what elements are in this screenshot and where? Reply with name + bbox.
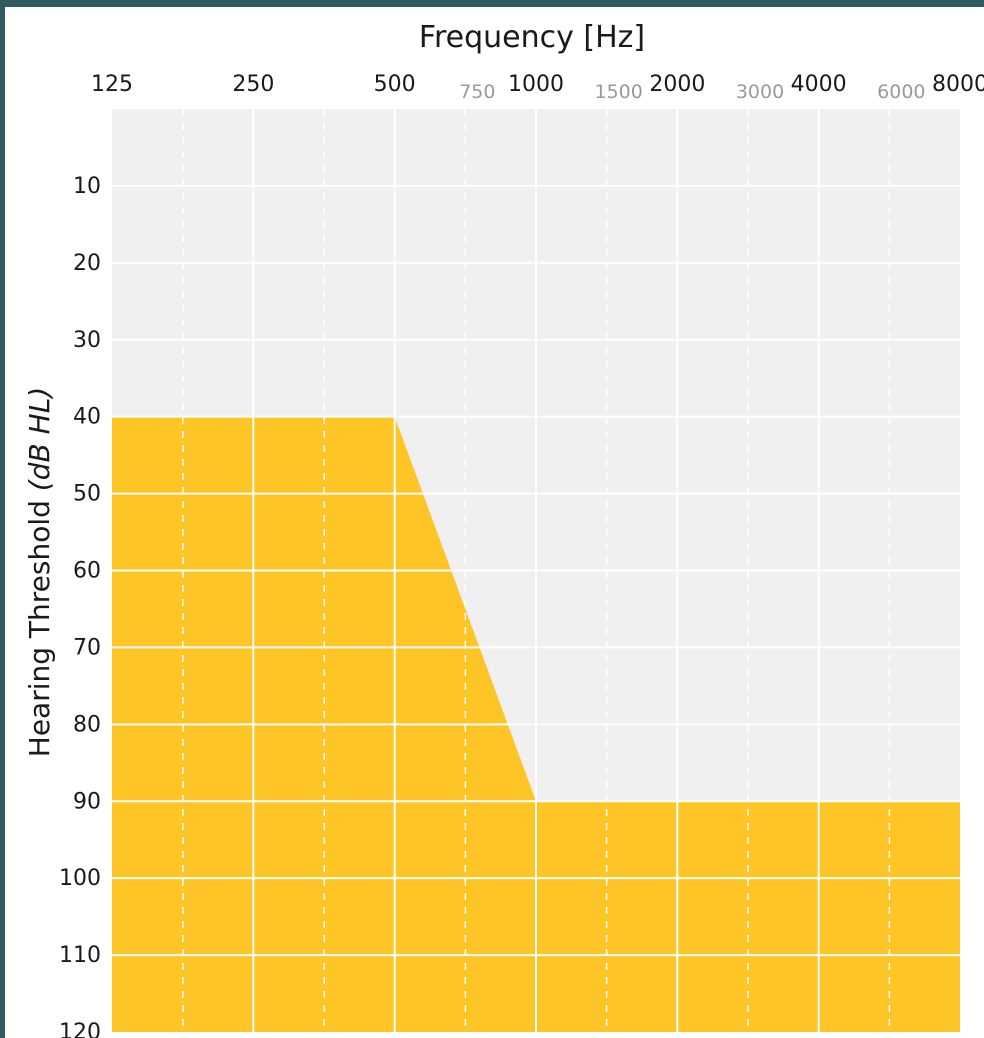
y-tick-label: 110 — [59, 943, 101, 968]
y-tick-label: 20 — [73, 251, 101, 276]
x-tick-label: 2000 — [649, 72, 705, 97]
y-tick-label: 100 — [59, 866, 101, 891]
x-tick-labels: 125 250 500 1000 2000 4000 8000 750 1500 3000 6000 — [91, 72, 984, 103]
y-tick-label: 50 — [73, 482, 101, 507]
y-axis-title: Hearing Threshold (dB HL) — [23, 387, 56, 757]
y-tick-labels: 10 20 30 40 50 60 70 80 90 100 110 120 — [59, 174, 101, 1038]
x-tick-label-minor: 6000 — [877, 81, 925, 103]
y-tick-label: 90 — [73, 789, 101, 814]
y-tick-label: 120 — [59, 1020, 101, 1038]
audiogram-chart: 125 250 500 1000 2000 4000 8000 750 1500 3000 6000… — [23, 20, 984, 1038]
y-tick-label: 40 — [73, 405, 101, 430]
y-tick-label: 30 — [73, 328, 101, 353]
x-axis-title: Frequency [Hz] — [419, 20, 645, 55]
x-tick-label-minor: 750 — [459, 81, 495, 103]
y-axis-title-italic: (dB HL) — [23, 387, 56, 491]
x-tick-label: 125 — [91, 72, 133, 97]
x-tick-label-minor: 3000 — [736, 81, 784, 103]
y-tick-label: 70 — [73, 635, 101, 660]
x-tick-label-minor: 1500 — [594, 81, 642, 103]
x-tick-label: 4000 — [791, 72, 847, 97]
grid-solid — [112, 109, 960, 1032]
y-tick-label: 10 — [73, 174, 101, 199]
x-tick-label: 500 — [374, 72, 416, 97]
y-tick-label: 80 — [73, 712, 101, 737]
y-tick-label: 60 — [73, 559, 101, 584]
x-tick-label: 8000 — [932, 72, 984, 97]
x-tick-label: 250 — [232, 72, 274, 97]
y-axis-title-plain: Hearing Threshold — [23, 491, 56, 757]
x-tick-label: 1000 — [508, 72, 564, 97]
